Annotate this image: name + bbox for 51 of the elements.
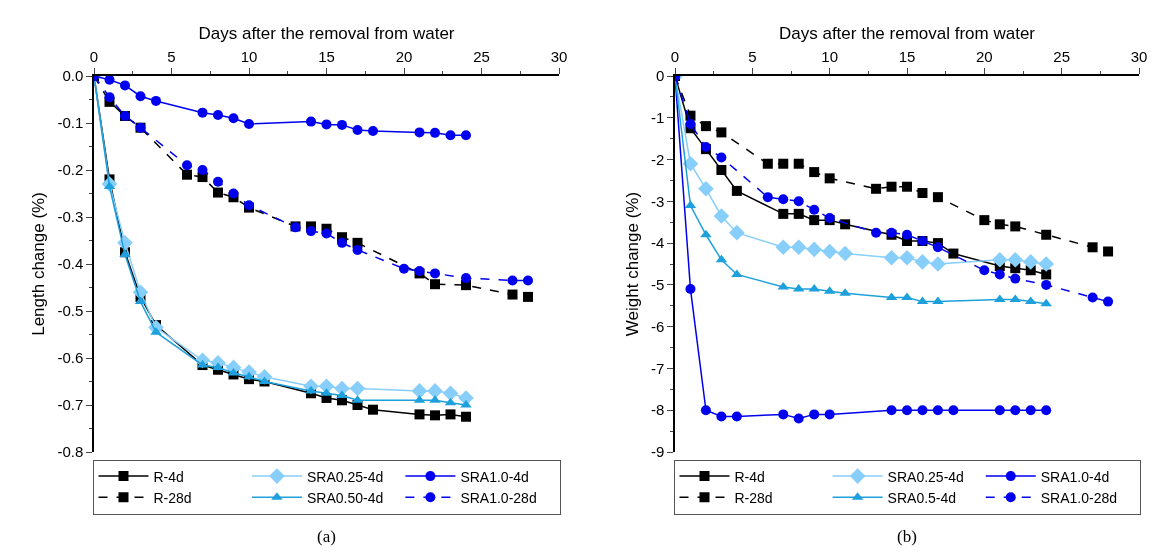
x-tick-label: 10 — [821, 48, 839, 66]
y-tick-label: -9 — [650, 443, 665, 461]
x-tick-label: 0 — [670, 48, 680, 66]
x-tick-label: 10 — [240, 48, 258, 66]
y-tick-label: -0.6 — [57, 349, 84, 367]
y-tick-label: -0.3 — [57, 208, 84, 226]
y-tick-label: -2 — [650, 150, 665, 168]
y-tick-label: -0.8 — [57, 443, 84, 461]
x-tick-label: 30 — [1130, 48, 1148, 66]
y-tick-label: 0.0 — [62, 67, 84, 85]
legend-label: SRA0.50-4d — [306, 489, 384, 506]
y-axis-title: Weight change (%) — [622, 191, 642, 337]
y-tick-label: -0.4 — [57, 255, 84, 273]
y-tick-label: -5 — [650, 276, 665, 294]
y-tick-label: -0.5 — [57, 302, 84, 320]
text: (b) — [897, 527, 917, 546]
y-tick-label: -8 — [650, 401, 665, 419]
x-axis-title: Days after the removal from water — [198, 24, 455, 44]
legend-label: SRA0.25-4d — [887, 468, 964, 485]
y-tick-label: -0.7 — [57, 396, 84, 414]
text: (a) — [317, 527, 336, 546]
legend-label: SRA0.25-4d — [306, 468, 384, 485]
x-tick-label: 0 — [89, 48, 99, 66]
legend-label: SRA0.5-4d — [887, 489, 957, 506]
legend-label: R-28d — [153, 489, 192, 506]
legend-label: SRA1.0-4d — [1040, 468, 1110, 485]
legend-label: R-4d — [734, 468, 765, 485]
y-tick-label: -7 — [650, 359, 665, 377]
x-tick-label: 5 — [167, 48, 176, 66]
x-tick-label: 25 — [1053, 48, 1071, 66]
legend-label: SRA1.0-28d — [460, 489, 537, 506]
y-tick-label: 0 — [655, 67, 665, 85]
legend-label: SRA1.0-4d — [460, 468, 529, 485]
y-tick-label: -0.2 — [57, 161, 84, 179]
x-tick-label: 25 — [473, 48, 490, 66]
y-tick-label: -1 — [650, 109, 665, 127]
x-tick-label: 5 — [748, 48, 757, 66]
y-axis-title: Length change (%) — [29, 192, 49, 336]
x-tick-label: 30 — [550, 48, 568, 66]
legend-label: SRA1.0-28d — [1040, 489, 1118, 506]
y-tick-label: -4 — [650, 234, 665, 252]
legend-label: R-4d — [153, 468, 184, 485]
x-tick-label: 20 — [975, 48, 993, 66]
x-tick-label: 15 — [898, 48, 916, 66]
legend-label: R-28d — [734, 489, 773, 506]
x-tick-label: 20 — [395, 48, 413, 66]
y-tick-label: -0.1 — [57, 114, 84, 132]
x-axis-title: Days after the removal from water — [778, 24, 1036, 44]
y-tick-label: -6 — [650, 317, 665, 335]
x-tick-label: 15 — [318, 48, 335, 66]
y-tick-label: -3 — [650, 192, 665, 210]
